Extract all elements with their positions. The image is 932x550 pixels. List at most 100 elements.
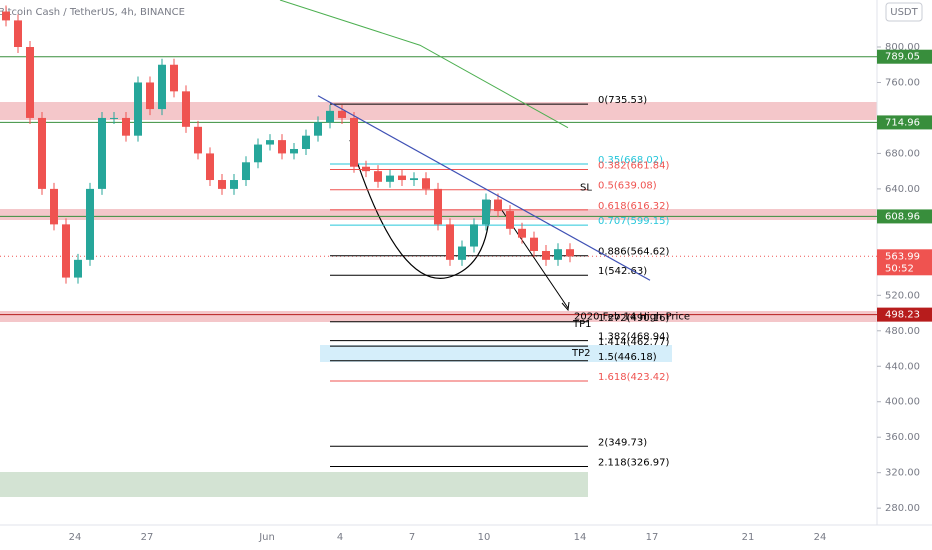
price-tag [877,209,932,224]
candle [542,250,550,260]
y-tick-label: 520.00 [885,290,920,301]
currency-label[interactable]: USDT [890,7,918,18]
fib-label: 0.382(661.84) [598,161,670,172]
candle [254,144,262,163]
candle [386,175,394,182]
candle [290,148,298,154]
annotation: SL [580,183,592,194]
y-tick-label: 640.00 [885,184,920,195]
candle [482,199,490,225]
y-tick-label: 440.00 [885,361,920,372]
candle [62,224,70,278]
price-tag-label: 563.99 [885,251,920,262]
resistance-zone [0,102,877,120]
x-tick-label: 4 [337,532,343,543]
fib-label: 2.118(326.97) [598,457,670,468]
candle [278,140,286,154]
fib-label: 0.886(564.62) [598,247,670,258]
candle [302,135,310,149]
candle [446,224,454,260]
x-tick-label: 17 [646,532,659,543]
y-tick-label: 480.00 [885,326,920,337]
price-tag [877,307,932,322]
fib-label: 2(349.73) [598,437,647,448]
candle [326,110,334,123]
fib-label: 0(735.53) [598,95,647,106]
candle [14,20,22,48]
candle [530,237,538,251]
candle [362,166,370,172]
y-tick-label: 760.00 [885,77,920,88]
ma200-line [279,0,569,129]
candle [230,180,238,189]
countdown: 50:52 [885,263,914,274]
candle [110,117,118,119]
fib-label: 1.272(490.16) [598,313,670,324]
candle [470,224,478,247]
y-tick-label: 800.00 [885,42,920,53]
fib-label: 0.5(639.08) [598,181,657,192]
x-tick-label: Jun [258,532,275,543]
candle [338,110,346,118]
price-tag-label: 789.05 [885,52,920,63]
symbol-title: Bitcoin Cash / TetherUS, 4h, BINANCE [0,7,185,18]
fib-label: 1.5(446.18) [598,352,657,363]
y-tick-label: 360.00 [885,432,920,443]
candle [218,180,226,189]
candle [266,140,274,145]
candle [494,199,502,212]
price-tag-label: 714.96 [885,117,920,128]
candle [398,175,406,181]
x-tick-label: 10 [478,532,491,543]
fib-label: 0.707(599.15) [598,216,670,227]
candle [518,228,526,238]
candle [74,259,82,278]
candle [206,153,214,181]
candle [26,47,34,118]
target-zone [320,345,672,362]
annotation: TP1 [572,319,592,330]
candle [98,117,106,189]
demand-zone [0,472,588,497]
candle [566,249,574,257]
price-tag [877,249,932,276]
fib-label: 1.414(462.77) [598,337,670,348]
trendline [317,95,651,281]
candle [134,82,142,136]
annotation: TP2 [571,348,591,359]
annotation: 2020 Feb 14 High Price [574,312,690,323]
candle [122,117,130,136]
candle [86,188,94,260]
x-tick-label: 7 [409,532,415,543]
x-tick-label: 14 [574,532,587,543]
fib-label: 1(542.63) [598,266,647,277]
candle [50,188,58,225]
x-tick-label: 24 [814,532,827,543]
candle [314,122,322,136]
y-tick-label: 680.00 [885,148,920,159]
candle [194,126,202,154]
price-tag [877,115,932,130]
candle [242,162,250,181]
candle [554,249,562,260]
y-tick-label: 280.00 [885,503,920,514]
x-tick-label: 27 [141,532,154,543]
fib-label: 1.382(468.94) [598,332,670,343]
candle [374,171,382,182]
x-tick-label: 21 [742,532,755,543]
candle [458,246,466,260]
price-tag [877,49,932,64]
fib-label: 0.618(616.32) [598,201,670,212]
candle [158,64,166,110]
candle [434,188,442,225]
candle [2,11,10,21]
candle [38,117,46,189]
candle [350,117,358,167]
y-tick-label: 400.00 [885,397,920,408]
fib-label: 0.35(668.02) [598,155,663,166]
x-tick-label: 24 [69,532,82,543]
candle [146,82,154,110]
candle [410,178,418,181]
currency-button[interactable] [885,2,923,22]
